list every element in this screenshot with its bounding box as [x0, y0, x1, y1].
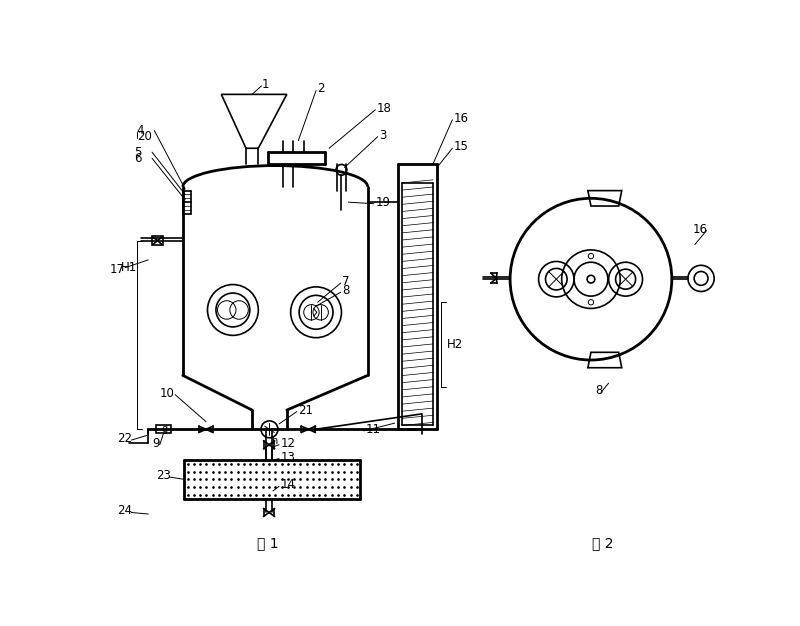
Text: g: g: [162, 424, 167, 434]
Bar: [152, 236, 163, 245]
Text: H1: H1: [122, 261, 138, 274]
Text: 23: 23: [156, 469, 170, 482]
Text: 图 2: 图 2: [592, 536, 614, 550]
Text: 17: 17: [110, 263, 125, 275]
Text: 14: 14: [281, 478, 296, 491]
Text: 6: 6: [134, 151, 142, 165]
Text: 12: 12: [281, 437, 296, 449]
Text: 5: 5: [134, 146, 142, 158]
Text: 15: 15: [454, 140, 469, 153]
Text: 4: 4: [137, 124, 144, 137]
Text: 1: 1: [262, 78, 270, 91]
Text: 16: 16: [693, 223, 708, 235]
Text: 16: 16: [454, 111, 469, 125]
Text: 13: 13: [281, 451, 295, 463]
Text: 10: 10: [160, 387, 174, 401]
Text: 22: 22: [118, 432, 133, 445]
Text: 18: 18: [377, 102, 392, 115]
Text: 19: 19: [375, 196, 390, 208]
Text: 8: 8: [342, 284, 350, 297]
Text: 21: 21: [298, 404, 314, 416]
Bar: [156, 426, 171, 433]
Text: 7: 7: [342, 275, 350, 288]
Text: 9: 9: [152, 437, 159, 449]
Text: 24: 24: [118, 505, 133, 518]
Text: 20: 20: [137, 130, 151, 143]
Text: 11: 11: [366, 423, 380, 436]
Text: 3: 3: [379, 129, 386, 141]
Text: 2: 2: [318, 83, 325, 96]
Text: H2: H2: [447, 338, 463, 351]
Text: 图 1: 图 1: [257, 536, 278, 550]
Text: h: h: [271, 436, 278, 446]
Text: 8: 8: [594, 384, 602, 398]
